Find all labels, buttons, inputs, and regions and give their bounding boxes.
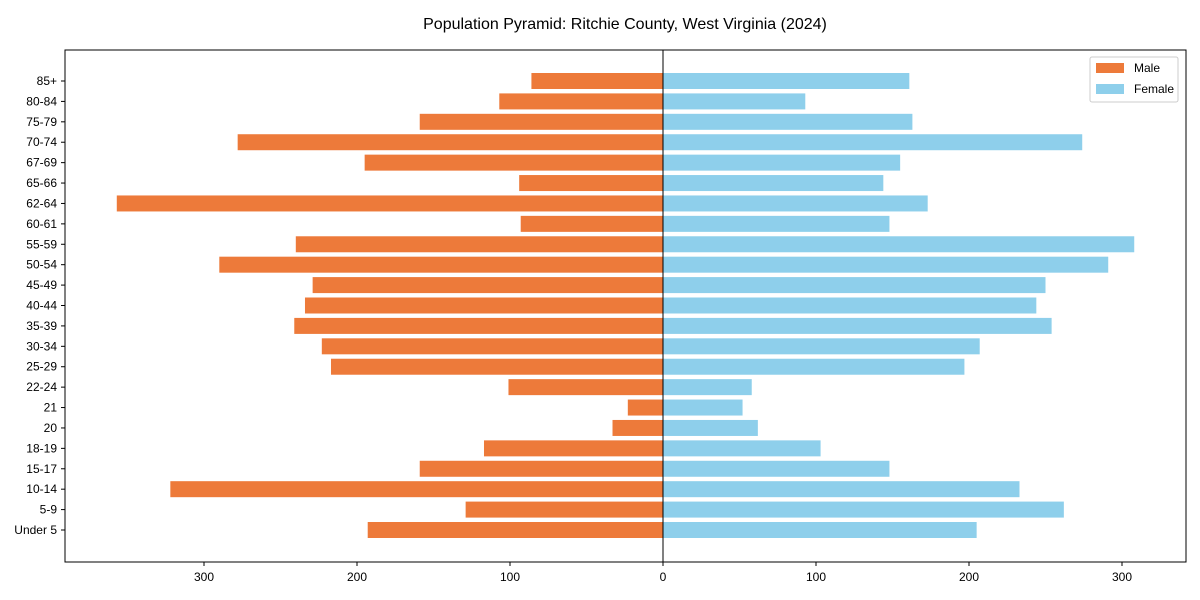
y-tick-label: 75-79 <box>26 115 57 129</box>
bar-male-10-14 <box>170 481 663 498</box>
x-tick-label: 100 <box>500 570 520 584</box>
bar-male-45-49 <box>312 277 663 294</box>
y-tick-label: 60-61 <box>26 217 57 231</box>
bar-male-62-64 <box>116 195 664 212</box>
bar-female-30-34 <box>663 338 980 355</box>
bar-male-60-61 <box>520 215 663 232</box>
y-tick-label: 55-59 <box>26 237 57 251</box>
bar-female-50-54 <box>663 256 1109 273</box>
bar-female-75-79 <box>663 113 913 130</box>
y-tick-label: 22-24 <box>26 380 57 394</box>
y-tick-label: 25-29 <box>26 360 57 374</box>
bar-male-65-66 <box>519 175 663 192</box>
bar-male-50-54 <box>219 256 664 273</box>
bar-female-22-24 <box>663 379 752 396</box>
y-tick-label: 50-54 <box>26 258 57 272</box>
legend-label-female: Female <box>1134 82 1174 96</box>
bar-female-80-84 <box>663 93 806 110</box>
bar-female-15-17 <box>663 460 890 477</box>
legend: Male Female <box>1089 56 1179 103</box>
y-tick-label: 80-84 <box>26 94 57 108</box>
y-tick-label: 67-69 <box>26 156 57 170</box>
bar-male-40-44 <box>304 297 663 314</box>
bar-male-35-39 <box>294 317 663 334</box>
bar-female-21 <box>663 399 743 416</box>
bar-male-67-69 <box>364 154 663 171</box>
y-tick-label: 65-66 <box>26 176 57 190</box>
bar-male-5-9 <box>465 501 663 518</box>
bar-female-62-64 <box>663 195 928 212</box>
x-tick-label: 0 <box>660 570 667 584</box>
bar-female-85+ <box>663 73 910 89</box>
bar-male-80-84 <box>499 93 663 110</box>
y-tick-label: 20 <box>44 421 58 435</box>
bar-female-35-39 <box>663 317 1052 334</box>
x-tick-label: 200 <box>959 570 979 584</box>
y-tick-label: 85+ <box>37 74 57 88</box>
x-tick-label: 200 <box>347 570 367 584</box>
bar-male-20 <box>612 419 663 436</box>
bar-female-10-14 <box>663 481 1020 498</box>
bar-male-55-59 <box>295 236 663 253</box>
bar-female-5-9 <box>663 501 1064 518</box>
x-tick-label: 100 <box>806 570 826 584</box>
legend-swatch-female <box>1096 84 1124 94</box>
y-tick-label: 21 <box>44 401 58 415</box>
bar-female-60-61 <box>663 215 890 232</box>
plot-frame <box>64 49 1187 563</box>
legend-swatch-male <box>1096 63 1124 73</box>
chart-title: Population Pyramid: Ritchie County, West… <box>423 16 827 33</box>
y-tick-label: 62-64 <box>26 196 57 210</box>
y-tick-label: 30-34 <box>26 339 57 353</box>
y-tick-label: 45-49 <box>26 278 57 292</box>
y-tick-label: 40-44 <box>26 299 57 313</box>
y-tick-label: 15-17 <box>26 462 57 476</box>
bar-female-45-49 <box>663 277 1046 294</box>
y-tick-label: 35-39 <box>26 319 57 333</box>
bar-female-25-29 <box>663 358 965 375</box>
bar-male-85+ <box>531 73 663 89</box>
bar-female-70-74 <box>663 134 1083 151</box>
bar-male-70-74 <box>237 134 663 151</box>
bar-female-Under 5 <box>663 522 977 538</box>
bar-male-18-19 <box>483 440 663 457</box>
bar-male-15-17 <box>419 460 663 477</box>
bar-male-25-29 <box>330 358 663 375</box>
bar-female-40-44 <box>663 297 1037 314</box>
bar-female-55-59 <box>663 236 1135 253</box>
bar-female-65-66 <box>663 175 884 192</box>
bar-female-67-69 <box>663 154 901 171</box>
x-tick-label: 300 <box>1112 570 1132 584</box>
y-tick-label: Under 5 <box>14 523 57 537</box>
y-tick-label: 5-9 <box>40 503 58 517</box>
bar-male-30-34 <box>321 338 663 355</box>
bar-male-Under 5 <box>367 522 663 538</box>
y-tick-label: 70-74 <box>26 135 57 149</box>
bar-male-22-24 <box>508 379 663 396</box>
bar-male-21 <box>627 399 663 416</box>
x-tick-label: 300 <box>194 570 214 584</box>
bar-female-20 <box>663 419 758 436</box>
y-tick-label: 18-19 <box>26 441 57 455</box>
bar-female-18-19 <box>663 440 821 457</box>
legend-label-male: Male <box>1134 61 1160 75</box>
bar-male-75-79 <box>419 113 663 130</box>
y-tick-label: 10-14 <box>26 482 57 496</box>
